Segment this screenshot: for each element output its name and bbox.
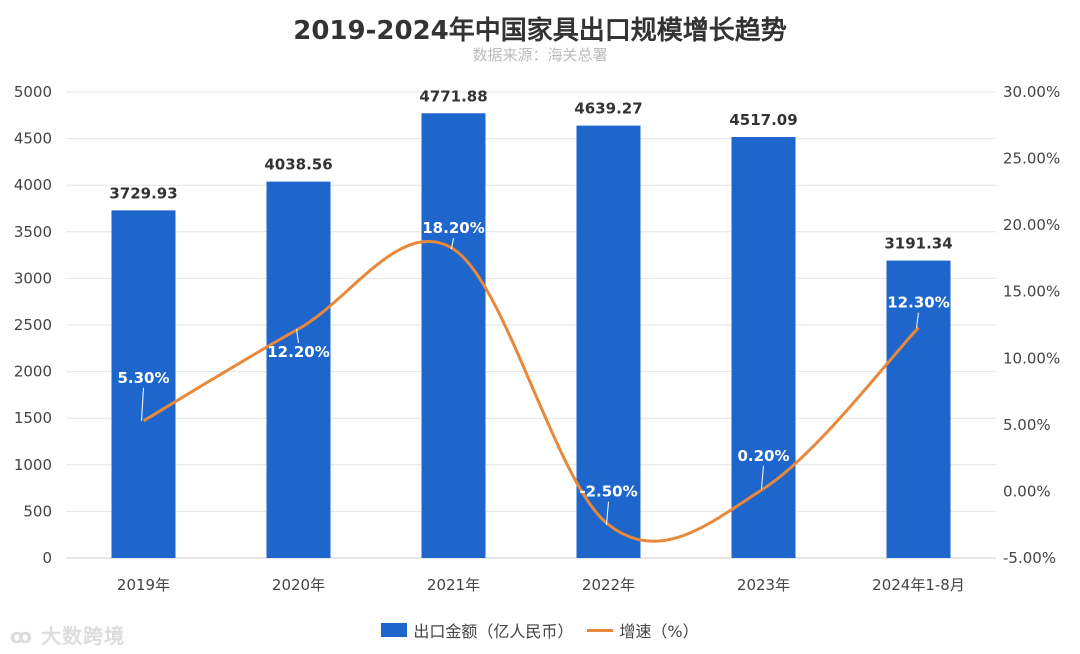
bar [886, 260, 951, 558]
label-leader-line [761, 465, 764, 489]
legend: 出口金额（亿人民币） 增速（%） [0, 618, 1080, 642]
left-tick-label: 0 [42, 549, 52, 567]
growth-value-label: 12.20% [267, 343, 329, 361]
left-tick-label: 4500 [14, 130, 52, 148]
growth-value-label: 12.30% [887, 294, 949, 312]
right-tick-label: 5.00% [1003, 416, 1051, 434]
label-leader-line [141, 387, 144, 421]
growth-line [142, 240, 920, 543]
growth-value-label: 5.30% [117, 369, 169, 387]
bar [266, 181, 331, 558]
right-tick-label: -5.00% [1003, 549, 1056, 567]
x-tick-label: 2021年 [427, 576, 480, 594]
label-leader-line [606, 501, 609, 525]
x-tick-label: 2020年 [272, 576, 325, 594]
bar [421, 113, 486, 559]
right-tick-label: 20.00% [1003, 216, 1060, 234]
x-tick-label: 2024年1-8月 [872, 576, 965, 594]
bar [576, 125, 641, 559]
chart-subtitle: 数据来源：海关总署 [472, 46, 608, 64]
legend-swatch-line [587, 628, 614, 632]
right-tick-label: 30.00% [1003, 83, 1060, 101]
x-tick-label: 2023年 [737, 576, 790, 594]
growth-value-label: 18.20% [422, 219, 484, 237]
legend-label-bar: 出口金额（亿人民币） [413, 622, 574, 641]
left-tick-label: 500 [23, 502, 52, 520]
left-tick-label: 2000 [14, 363, 52, 381]
bar-value-label: 4771.88 [419, 87, 487, 105]
left-tick-label: 3000 [14, 269, 52, 287]
right-tick-label: 10.00% [1003, 349, 1060, 367]
x-tick-label: 2022年 [582, 576, 635, 594]
left-tick-label: 1000 [14, 456, 52, 474]
bar [731, 137, 796, 559]
left-tick-label: 5000 [14, 83, 52, 101]
legend-swatch-bar [381, 623, 408, 637]
label-leader-line [916, 312, 919, 328]
left-tick-label: 1500 [14, 409, 52, 427]
bar-value-label: 3729.93 [109, 184, 177, 202]
label-leader-line [451, 238, 454, 250]
bar-value-label: 4038.56 [264, 156, 332, 174]
legend-label-line: 增速（%） [619, 622, 699, 641]
right-tick-label: 15.00% [1003, 283, 1060, 301]
right-tick-label: 25.00% [1003, 150, 1060, 168]
left-tick-label: 3500 [14, 223, 52, 241]
bar-value-label: 4639.27 [574, 100, 642, 118]
left-tick-label: 2500 [14, 316, 52, 334]
bar-value-label: 4517.09 [729, 111, 797, 129]
watermark-logo: ꝏ 大数跨境 [10, 624, 126, 648]
growth-value-label: 0.20% [737, 447, 789, 465]
left-tick-label: 4000 [14, 176, 52, 194]
label-leader-line [296, 328, 299, 344]
bar [111, 210, 176, 558]
legend-item-bar: 出口金额（亿人民币） [381, 618, 573, 642]
chart-title: 2019-2024年中国家具出口规模增长趋势 [293, 16, 787, 46]
x-tick-label: 2019年 [117, 576, 170, 594]
legend-item-line: 增速（%） [587, 618, 699, 642]
right-tick-label: 0.00% [1003, 482, 1051, 500]
bar-value-label: 3191.34 [884, 235, 952, 253]
growth-value-label: -2.50% [579, 483, 637, 501]
